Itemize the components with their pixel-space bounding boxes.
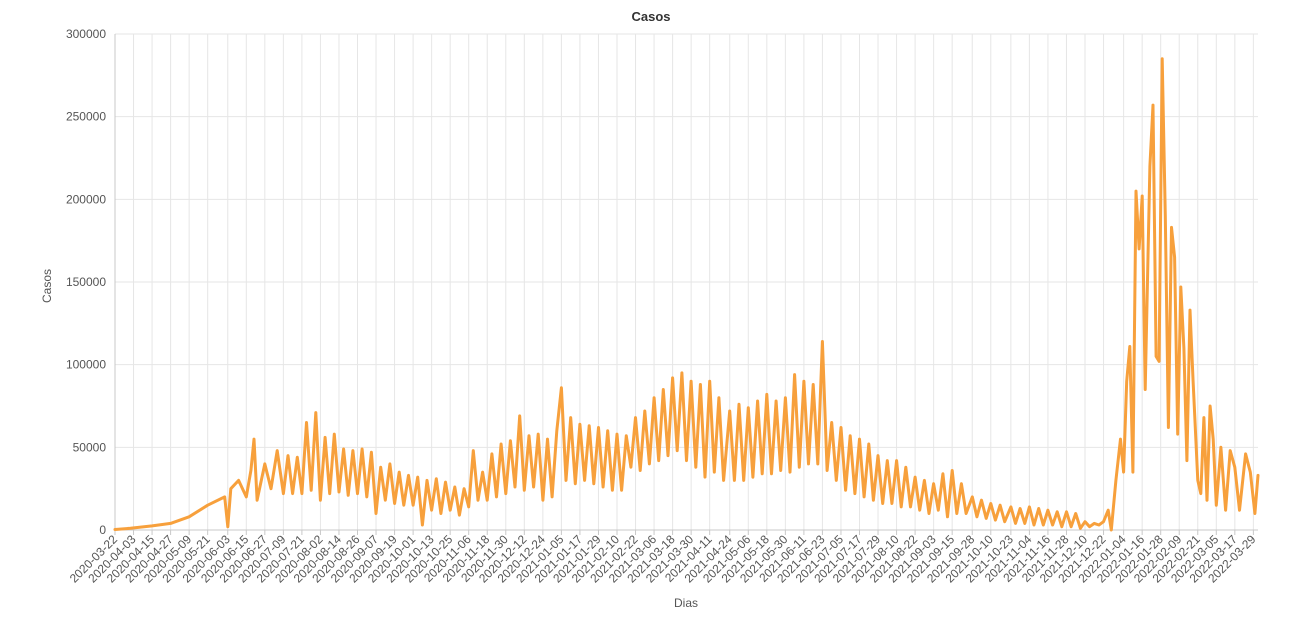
x-axis-title: Dias <box>674 596 698 610</box>
y-tick-label: 200000 <box>66 192 106 206</box>
y-tick-label: 300000 <box>66 27 106 41</box>
y-tick-label: 100000 <box>66 358 106 372</box>
y-tick-label: 50000 <box>73 440 107 454</box>
y-axis-title: Casos <box>40 269 54 303</box>
chart-title: Casos <box>631 9 670 24</box>
chart-series <box>113 57 1260 532</box>
y-tick-label: 150000 <box>66 275 106 289</box>
y-tick-label: 0 <box>99 523 106 537</box>
y-tick-label: 250000 <box>66 110 106 124</box>
series-line <box>113 57 1260 532</box>
chart-axes: 0500001000001500002000002500003000002020… <box>66 27 1259 586</box>
